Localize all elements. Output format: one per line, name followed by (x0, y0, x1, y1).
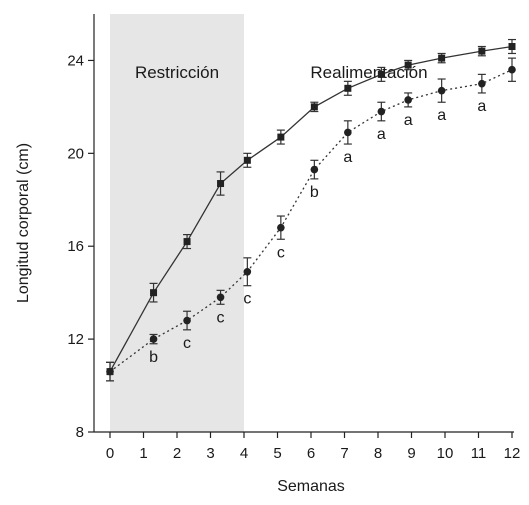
x-tick-label: 6 (307, 445, 315, 462)
significance-label: a (477, 98, 486, 115)
data-point-circle (508, 65, 516, 74)
data-point-circle (344, 128, 352, 137)
series-2: b c c c c b a a a a a (106, 57, 516, 382)
y-axis-title: Longitud corporal (cm) (15, 143, 32, 303)
data-point-circle (216, 293, 225, 302)
data-point-square (508, 43, 516, 51)
data-point-square (217, 180, 225, 188)
y-tick-label: 8 (76, 424, 84, 441)
significance-label: c (217, 309, 225, 326)
data-point-circle (149, 335, 158, 343)
x-axis-title: Semanas (277, 478, 345, 495)
x-tick-label: 7 (340, 445, 348, 462)
data-point-circle (277, 223, 285, 232)
series-1 (106, 38, 516, 382)
significance-label: b (149, 349, 158, 366)
significance-label: c (277, 244, 285, 261)
x-tick-label: 2 (173, 445, 181, 462)
data-point-square (150, 289, 158, 297)
significance-label: a (437, 107, 446, 124)
data-point-circle (183, 316, 191, 325)
x-tick-label: 1 (139, 445, 147, 462)
x-tick-label: 0 (106, 445, 114, 462)
data-point-circle (404, 96, 412, 104)
x-tick-label: 8 (374, 445, 382, 462)
data-point-circle (310, 165, 319, 174)
data-point-circle (106, 367, 114, 376)
y-tick-label: 24 (67, 52, 84, 69)
x-tick-label: 10 (437, 445, 454, 462)
x-tick-label: 4 (240, 445, 248, 462)
y-tick-label: 12 (67, 331, 84, 348)
data-point-square (478, 47, 486, 55)
restriction-label: Restricción (135, 63, 219, 82)
significance-label: a (404, 112, 413, 129)
data-point-circle (243, 267, 252, 276)
data-point-square (277, 133, 285, 141)
x-tick-label: 11 (471, 445, 487, 462)
data-point-square (438, 54, 446, 62)
significance-label: a (343, 149, 352, 166)
restriction-shaded-region (110, 14, 244, 432)
x-tick-label: 12 (504, 445, 521, 462)
significance-label: b (310, 184, 319, 201)
x-tick-label: 3 (206, 445, 214, 462)
data-point-square (310, 103, 318, 111)
significance-label: c (183, 335, 191, 352)
y-tick-label: 20 (67, 145, 84, 162)
data-point-circle (478, 79, 486, 88)
x-tick-label: 5 (273, 445, 281, 462)
y-tick-label: 16 (67, 238, 84, 255)
significance-label: a (377, 126, 386, 143)
data-point-square (183, 238, 191, 246)
data-point-circle (377, 107, 386, 116)
significance-label: c (243, 291, 251, 308)
data-point-square (404, 61, 412, 69)
refeeding-label: Realimentación (310, 63, 427, 82)
data-point-square (344, 84, 352, 92)
data-point-square (377, 70, 385, 78)
series-layer: b c c c c b a a a a a (106, 38, 516, 382)
data-point-circle (437, 86, 446, 95)
x-tick-label: 9 (407, 445, 415, 462)
data-point-square (243, 156, 251, 164)
